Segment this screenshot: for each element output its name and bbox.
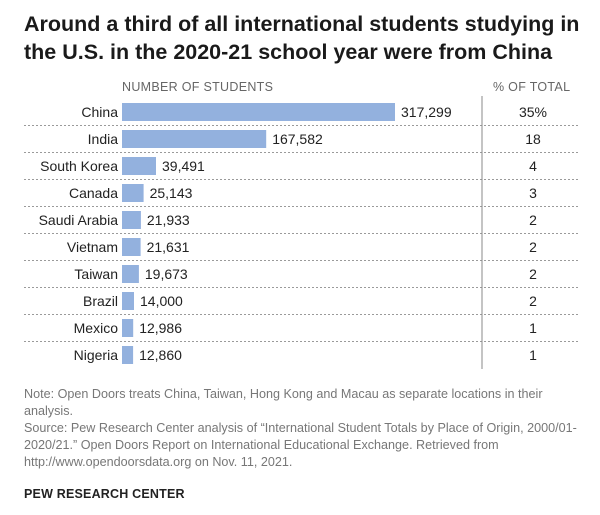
percent-label: 2 — [529, 239, 537, 255]
column-header-students: NUMBER OF STUDENTS — [122, 80, 274, 94]
bar — [122, 265, 139, 283]
category-label: South Korea — [40, 158, 118, 174]
bar — [122, 157, 156, 175]
percent-label: 4 — [529, 158, 537, 174]
brand-label: PEW RESEARCH CENTER — [24, 487, 185, 501]
category-label: Nigeria — [74, 347, 119, 363]
value-label: 21,933 — [147, 212, 190, 228]
category-label: Taiwan — [74, 266, 118, 282]
notes-block: Note: Open Doors treats China, Taiwan, H… — [24, 386, 584, 471]
category-label: Canada — [69, 185, 118, 201]
bar — [122, 184, 144, 202]
note-text: Note: Open Doors treats China, Taiwan, H… — [24, 387, 543, 418]
category-label: India — [88, 131, 119, 147]
percent-label: 1 — [529, 347, 537, 363]
value-label: 12,986 — [139, 320, 182, 336]
source-text: Source: Pew Research Center analysis of … — [24, 421, 577, 469]
value-label: 317,299 — [401, 104, 452, 120]
percent-label: 35% — [519, 104, 547, 120]
category-label: Saudi Arabia — [39, 212, 119, 228]
value-label: 21,631 — [147, 239, 190, 255]
value-label: 14,000 — [140, 293, 183, 309]
value-label: 39,491 — [162, 158, 205, 174]
category-label: China — [81, 104, 118, 120]
bar — [122, 238, 141, 256]
percent-label: 2 — [529, 212, 537, 228]
category-label: Vietnam — [67, 239, 118, 255]
bar — [122, 130, 267, 148]
bar-chart: China 317,299 35% India 167,582 18 South Korea… — [24, 96, 580, 369]
value-label: 12,860 — [139, 347, 182, 363]
column-header-percent: % OF TOTAL — [493, 80, 571, 94]
value-label: 167,582 — [272, 131, 323, 147]
percent-label: 1 — [529, 320, 537, 336]
bar — [122, 346, 134, 364]
bar — [122, 103, 395, 121]
bar — [122, 292, 134, 310]
category-label: Brazil — [83, 293, 118, 309]
percent-label: 3 — [529, 185, 537, 201]
value-label: 19,673 — [145, 266, 188, 282]
category-label: Mexico — [74, 320, 119, 336]
bar — [122, 211, 141, 229]
value-label: 25,143 — [150, 185, 193, 201]
chart-title: Around a third of all international stud… — [24, 12, 580, 64]
percent-label: 18 — [525, 131, 541, 147]
percent-label: 2 — [529, 266, 537, 282]
percent-label: 2 — [529, 293, 537, 309]
bar — [122, 319, 134, 337]
